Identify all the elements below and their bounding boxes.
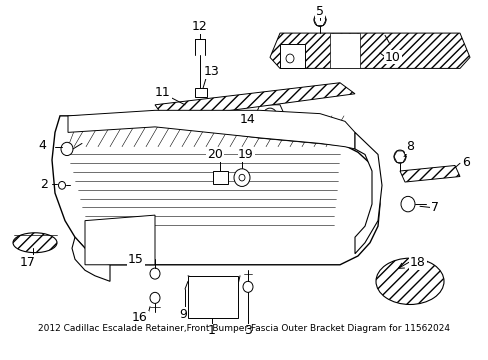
Text: 10: 10: [384, 51, 400, 64]
Text: 16: 16: [132, 311, 147, 324]
Circle shape: [313, 13, 325, 27]
Polygon shape: [399, 166, 459, 182]
Text: 2: 2: [40, 178, 48, 191]
Polygon shape: [52, 116, 379, 265]
Text: 7: 7: [430, 201, 438, 214]
Text: 8: 8: [405, 140, 413, 153]
Polygon shape: [269, 33, 469, 68]
Text: 5: 5: [315, 5, 324, 18]
Circle shape: [150, 292, 160, 303]
Text: 18: 18: [409, 256, 425, 269]
Bar: [213, 171, 227, 184]
Circle shape: [61, 142, 73, 156]
Polygon shape: [72, 237, 110, 281]
Circle shape: [263, 108, 276, 123]
Text: 15: 15: [128, 253, 143, 266]
Text: 4: 4: [38, 139, 46, 152]
Polygon shape: [280, 44, 305, 68]
Text: 3: 3: [244, 324, 251, 337]
Bar: [195, 88, 206, 97]
Circle shape: [234, 169, 249, 186]
Circle shape: [239, 174, 244, 181]
Text: 1: 1: [207, 324, 216, 337]
Text: 20: 20: [206, 148, 223, 161]
Circle shape: [400, 196, 414, 212]
Circle shape: [243, 281, 252, 292]
Ellipse shape: [375, 258, 443, 305]
Ellipse shape: [13, 233, 57, 253]
Text: 6: 6: [461, 156, 469, 169]
Text: 17: 17: [20, 256, 36, 269]
Bar: [187, 276, 238, 318]
Polygon shape: [85, 215, 155, 265]
Text: 2012 Cadillac Escalade Retainer,Front Bumper Fascia Outer Bracket Diagram for 11: 2012 Cadillac Escalade Retainer,Front Bu…: [38, 324, 449, 333]
Text: 9: 9: [179, 308, 186, 321]
Polygon shape: [354, 132, 381, 254]
Text: 19: 19: [238, 148, 253, 161]
Text: 12: 12: [192, 20, 207, 33]
Text: 11: 11: [155, 86, 170, 99]
Circle shape: [393, 150, 405, 163]
Polygon shape: [329, 33, 359, 68]
Polygon shape: [155, 83, 354, 119]
Polygon shape: [254, 105, 285, 127]
Circle shape: [150, 268, 160, 279]
Circle shape: [59, 181, 65, 189]
Text: 13: 13: [203, 65, 220, 78]
Text: 14: 14: [240, 113, 255, 126]
Polygon shape: [68, 110, 354, 149]
